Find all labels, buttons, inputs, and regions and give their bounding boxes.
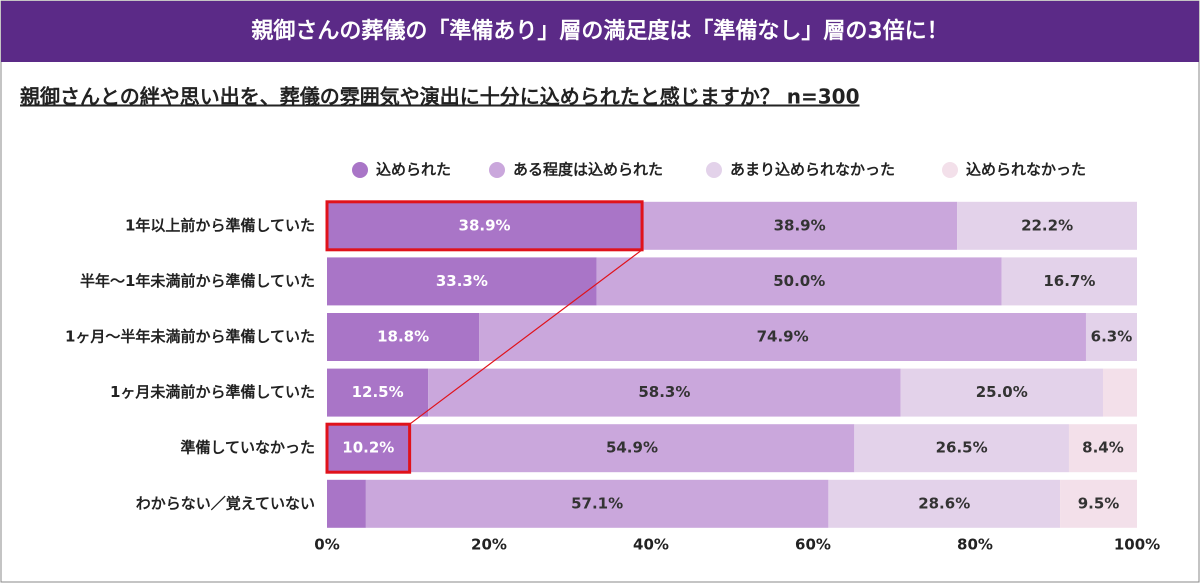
- x-tick-label: 0%: [314, 536, 339, 554]
- value-label: 54.9%: [606, 439, 658, 457]
- legend-label: 込められた: [376, 161, 451, 179]
- bar-segment: [428, 368, 901, 417]
- legend-swatch: [489, 162, 505, 178]
- legend-label: ある程度は込められた: [513, 161, 663, 179]
- value-label: 57.1%: [571, 494, 623, 512]
- bar-segment: [642, 201, 958, 250]
- legend-swatch: [352, 162, 368, 178]
- x-tick-label: 60%: [795, 536, 831, 554]
- value-label: 12.5%: [352, 383, 404, 401]
- bar-segment: [596, 257, 1002, 306]
- value-label: 22.2%: [1021, 216, 1073, 234]
- y-tick-label: わからない／覚えていない: [136, 494, 315, 512]
- bar-segment: [900, 368, 1103, 417]
- bar-segment: [1085, 313, 1137, 361]
- y-tick-label: 準備していなかった: [180, 439, 315, 457]
- bar-segment: [365, 479, 829, 528]
- y-tick-label: 1ヶ月未満前から準備していた: [110, 383, 315, 401]
- value-label: 10.2%: [342, 439, 394, 457]
- highlight-box: [325, 422, 412, 474]
- bar-segment: [327, 201, 643, 250]
- bar-segment: [1068, 424, 1137, 473]
- bar-segment: [327, 313, 480, 361]
- x-tick-label: 80%: [957, 536, 993, 554]
- bar-segment: [327, 368, 429, 417]
- bar-segment: [327, 257, 597, 306]
- value-label: 38.9%: [459, 216, 511, 234]
- legend-label: 込められなかった: [966, 161, 1086, 179]
- bar-segment: [1001, 257, 1137, 306]
- x-tick-label: 100%: [1114, 536, 1160, 554]
- bar-segment: [327, 479, 366, 528]
- value-label: 25.0%: [976, 383, 1028, 401]
- y-tick-label: 半年〜1年未満前から準備していた: [80, 272, 315, 290]
- value-label: 18.8%: [377, 328, 429, 346]
- bar-segment: [327, 424, 410, 473]
- value-label: 6.3%: [1091, 328, 1133, 346]
- value-label: 9.5%: [1078, 494, 1120, 512]
- header-band: [1, 1, 1199, 62]
- value-label: 28.6%: [918, 494, 970, 512]
- bar-segment: [1102, 368, 1137, 417]
- value-label: 8.4%: [1082, 439, 1124, 457]
- value-label: 74.9%: [757, 328, 809, 346]
- legend-label: あまり込められなかった: [730, 161, 895, 179]
- legend-swatch: [942, 162, 958, 178]
- x-tick-label: 20%: [471, 536, 507, 554]
- value-label: 38.9%: [774, 216, 826, 234]
- y-tick-label: 1年以上前から準備していた: [125, 216, 315, 234]
- legend-swatch: [706, 162, 722, 178]
- value-label: 33.3%: [436, 272, 488, 290]
- value-label: 26.5%: [936, 439, 988, 457]
- highlight-connector: [409, 249, 643, 425]
- chart-title: 親御さんとの絆や思い出を、葬儀の雰囲気や演出に十分に込められたと感じますか？ n…: [20, 85, 860, 109]
- highlight-box: [325, 200, 644, 252]
- header-title: 親御さんの葬儀の「準備あり」層の満足度は「準備なし」層の3倍に！: [251, 18, 948, 44]
- value-label: 58.3%: [638, 383, 690, 401]
- bar-segment: [409, 424, 855, 473]
- bar-segment: [479, 313, 1086, 361]
- value-label: 16.7%: [1043, 272, 1095, 290]
- y-tick-label: 1ヶ月〜半年未満前から準備していた: [65, 328, 315, 346]
- bar-segment: [828, 479, 1061, 528]
- x-tick-label: 40%: [633, 536, 669, 554]
- bar-segment: [1060, 479, 1137, 528]
- bar-segment: [957, 201, 1137, 250]
- value-label: 50.0%: [773, 272, 825, 290]
- bar-segment: [854, 424, 1069, 473]
